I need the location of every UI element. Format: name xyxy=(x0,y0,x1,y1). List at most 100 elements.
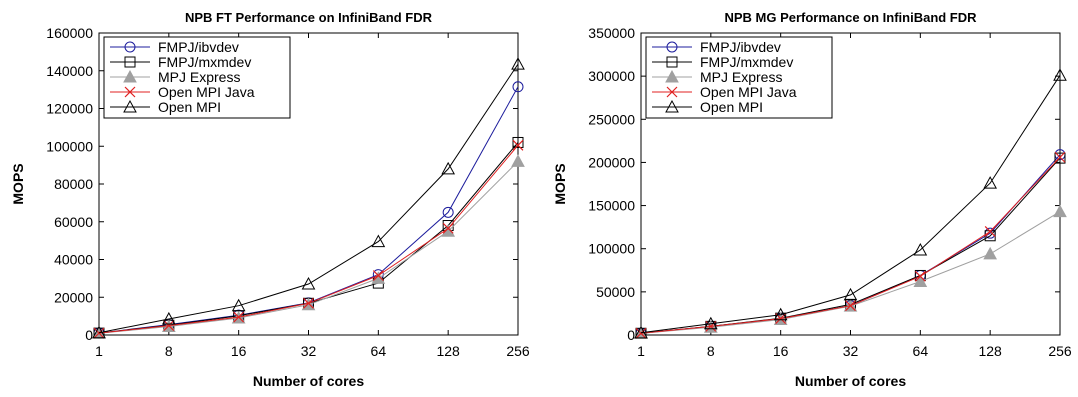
data-point xyxy=(983,246,998,260)
x-tick-label: 64 xyxy=(913,343,929,359)
chart-title: NPB FT Performance on InfiniBand FDR xyxy=(185,10,433,25)
y-tick-label: 100000 xyxy=(588,241,635,257)
data-point xyxy=(773,307,788,321)
data-point xyxy=(914,270,926,282)
series-line xyxy=(98,86,519,334)
data-point xyxy=(913,242,928,256)
data-point xyxy=(913,274,928,288)
legend-marker xyxy=(123,69,137,83)
legend-label: Open MPI xyxy=(700,99,763,115)
data-point xyxy=(231,298,246,312)
x-tick-label: 32 xyxy=(301,343,317,359)
data-point xyxy=(843,287,858,301)
y-axis-label: MOPS xyxy=(10,163,26,204)
legend-label: FMPJ/ibvdev xyxy=(158,39,239,55)
data-point xyxy=(303,297,314,309)
data-point xyxy=(1054,152,1066,164)
data-point xyxy=(511,57,525,70)
y-tick-label: 350000 xyxy=(588,25,635,41)
legend-label: FMPJ/mxmdev xyxy=(700,54,793,70)
x-axis-label: Number of cores xyxy=(795,373,906,389)
y-tick-label: 0 xyxy=(85,327,93,343)
x-tick-label: 128 xyxy=(978,343,1002,359)
y-tick-label: 100000 xyxy=(46,138,93,154)
legend-label: MPJ Express xyxy=(700,69,782,85)
legend-entry: FMPJ/mxmdev xyxy=(110,54,251,70)
data-point xyxy=(163,320,175,331)
x-tick-label: 8 xyxy=(707,343,715,359)
series-open-mpi xyxy=(634,68,1067,339)
legend-marker xyxy=(124,56,136,68)
data-point xyxy=(983,176,998,189)
x-tick-label: 1 xyxy=(637,343,645,359)
y-tick-label: 250000 xyxy=(588,111,635,127)
series-line xyxy=(640,211,1061,334)
y-tick-label: 20000 xyxy=(54,289,93,305)
legend-label: Open MPI Java xyxy=(700,84,797,100)
y-tick-label: 300000 xyxy=(588,68,635,84)
data-point xyxy=(984,226,996,237)
data-point xyxy=(511,154,525,167)
legend-entry: Open MPI Java xyxy=(652,84,797,100)
y-tick-label: 160000 xyxy=(46,25,93,41)
data-point xyxy=(1053,204,1067,218)
y-tick-label: 120000 xyxy=(46,101,93,117)
y-tick-label: 140000 xyxy=(46,63,93,79)
legend-entry: FMPJ/mxmdev xyxy=(652,54,793,70)
data-point xyxy=(512,139,524,151)
x-tick-label: 256 xyxy=(506,343,530,359)
y-tick-label: 60000 xyxy=(54,214,93,230)
legend-entry: FMPJ/ibvdev xyxy=(110,39,239,55)
series-mpj-express xyxy=(92,154,525,339)
data-point xyxy=(372,270,384,281)
y-tick-label: 0 xyxy=(627,327,635,343)
series-line xyxy=(98,63,519,334)
data-point xyxy=(93,327,105,339)
chart-panel-2: NPB MG Performance on InfiniBand FDR 0 500… xyxy=(552,10,1072,389)
legend-entry: Open MPI Java xyxy=(110,84,255,100)
x-tick-label: 32 xyxy=(843,343,859,359)
chart-panel-1: NPB FT Performance on InfiniBand FDR 0 200… xyxy=(10,10,530,389)
x-tick-label: 16 xyxy=(773,343,789,359)
data-point xyxy=(371,234,386,248)
legend-label: MPJ Express xyxy=(158,69,240,85)
data-point xyxy=(233,311,245,323)
x-tick-label: 1 xyxy=(95,343,103,359)
data-point xyxy=(1053,68,1067,81)
data-point xyxy=(1054,151,1066,163)
data-point xyxy=(512,81,524,93)
x-tick-label: 256 xyxy=(1048,343,1072,359)
y-tick-label: 80000 xyxy=(54,176,93,192)
legend-marker xyxy=(123,99,137,113)
legend-label: Open MPI xyxy=(158,99,221,115)
chart-title: NPB MG Performance on InfiniBand FDR xyxy=(724,10,977,25)
y-tick-label: 50000 xyxy=(596,284,635,300)
series-line xyxy=(640,75,1061,334)
y-axis-label: MOPS xyxy=(552,163,568,204)
data-point xyxy=(442,222,454,234)
x-tick-label: 8 xyxy=(165,343,173,359)
data-point xyxy=(635,327,647,339)
legend-label: FMPJ/ibvdev xyxy=(700,39,781,55)
legend-entry: MPJ Express xyxy=(652,69,782,85)
data-point xyxy=(301,276,316,290)
series-open-mpi-java xyxy=(93,139,524,339)
x-tick-label: 64 xyxy=(371,343,387,359)
legend-entry: Open MPI xyxy=(652,99,763,115)
data-point xyxy=(161,311,176,325)
legend-marker xyxy=(124,86,136,98)
legend-entry: MPJ Express xyxy=(110,69,240,85)
legend-label: Open MPI Java xyxy=(158,84,255,100)
data-point xyxy=(442,206,454,218)
data-point xyxy=(512,136,524,148)
legend-marker xyxy=(124,41,136,53)
x-tick-label: 128 xyxy=(436,343,460,359)
data-point xyxy=(92,325,106,339)
series-mpj-express xyxy=(634,204,1067,339)
data-point xyxy=(634,325,648,339)
series-open-mpi xyxy=(92,57,525,339)
y-tick-label: 40000 xyxy=(54,252,93,268)
